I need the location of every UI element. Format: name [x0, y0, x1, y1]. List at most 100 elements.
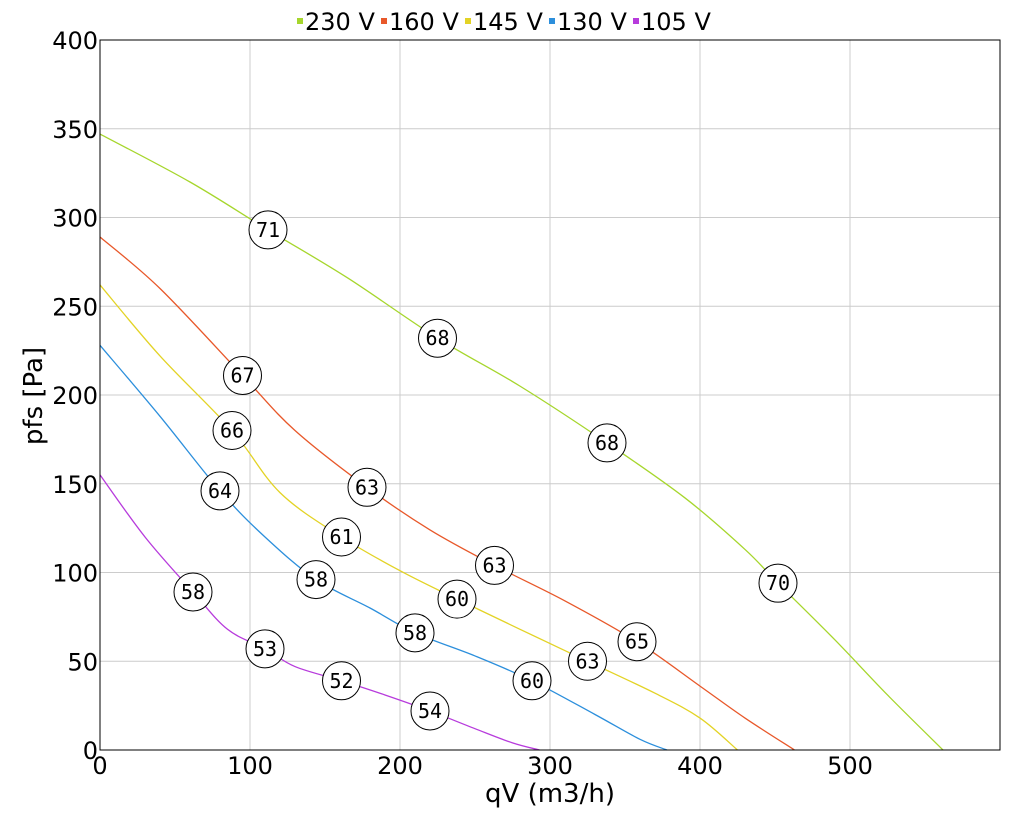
x-axis-title: qV (m3/h): [485, 779, 615, 809]
point-label-circle: [437, 579, 477, 619]
series-line-2: [99, 284, 738, 751]
point-label-circle: [296, 560, 336, 600]
point-label-text: 60: [520, 669, 544, 693]
y-axis-ticks: 0 50 100 150 200 250 300 350 400: [52, 27, 98, 765]
point-label: 64: [200, 471, 240, 511]
legend-label: 160 V: [389, 8, 459, 36]
point-label: 68: [418, 318, 457, 358]
point-labels: 71 68 68 70 67 63 63 65 66 61 60 63 64 58 58 60 58 53 52 54: [173, 210, 798, 731]
point-label-text: 58: [181, 580, 205, 604]
legend-swatch: [549, 18, 555, 24]
series-line-4: [99, 474, 540, 751]
y-tick-label: 0: [83, 737, 98, 765]
point-label: 61: [322, 517, 361, 557]
x-tick-label: 0: [92, 752, 107, 780]
y-axis-title: pfs [Pa]: [19, 347, 49, 445]
point-label-text: 70: [766, 571, 790, 595]
point-label-text: 63: [575, 649, 599, 673]
point-label-text: 64: [208, 479, 232, 503]
point-label-circle: [322, 517, 361, 557]
point-label-text: 61: [329, 525, 353, 549]
point-label: 67: [223, 355, 262, 395]
legend-item: 105 V: [633, 8, 711, 36]
point-label-text: 58: [403, 621, 427, 645]
point-label: 63: [347, 467, 387, 507]
point-label: 60: [437, 579, 477, 619]
legend-label: 145 V: [473, 8, 543, 36]
legend-swatch: [297, 18, 303, 24]
point-label: 70: [758, 563, 798, 603]
point-label: 65: [617, 622, 657, 662]
legend-swatch: [633, 18, 639, 24]
series-line-1: [99, 236, 795, 751]
point-label: 54: [410, 691, 450, 731]
y-tick-label: 200: [52, 382, 98, 410]
x-tick-label: 100: [227, 752, 273, 780]
plot-border: [99, 39, 1001, 751]
legend-label: 230 V: [305, 8, 375, 36]
point-label-circle: [617, 622, 657, 662]
y-tick-label: 50: [67, 648, 98, 676]
grid: [99, 39, 1000, 751]
point-label-circle: [212, 411, 252, 450]
point-label: 52: [322, 661, 361, 701]
point-label-circle: [173, 572, 213, 612]
point-label-circle: [322, 661, 361, 701]
point-label-text: 52: [329, 669, 353, 693]
y-tick-label: 350: [52, 116, 98, 144]
y-tick-label: 100: [52, 560, 98, 588]
point-label: 68: [587, 423, 627, 463]
legend-item: 230 V: [297, 8, 375, 36]
legend-item: 130 V: [549, 8, 627, 36]
point-label: 53: [245, 629, 285, 669]
point-label: 63: [475, 545, 514, 585]
point-label-text: 58: [304, 568, 328, 592]
point-label-text: 65: [625, 630, 649, 654]
point-label-text: 71: [256, 218, 280, 242]
point-label: 58: [395, 613, 435, 653]
point-label: 71: [248, 210, 288, 250]
point-label: 63: [568, 641, 607, 681]
legend-item: 145 V: [465, 8, 543, 36]
legend-item: 160 V: [381, 8, 459, 36]
point-label-text: 54: [418, 699, 442, 723]
legend-swatch: [465, 18, 471, 24]
point-label-circle: [223, 355, 262, 395]
series-line-3: [99, 344, 668, 751]
legend-label: 130 V: [557, 8, 627, 36]
x-tick-label: 200: [377, 752, 423, 780]
point-label-text: 60: [445, 587, 469, 611]
point-label-circle: [512, 661, 552, 701]
point-label-text: 66: [220, 419, 244, 443]
legend-swatch: [381, 18, 387, 24]
point-label-circle: [347, 467, 387, 507]
x-tick-label: 500: [827, 752, 873, 780]
legend: 230 V 160 V 145 V 130 V 105 V: [297, 8, 711, 36]
point-label-circle: [475, 545, 514, 585]
point-label-circle: [587, 423, 627, 463]
point-label-circle: [758, 563, 798, 603]
point-label-circle: [245, 629, 285, 669]
x-axis-ticks: 0 100 200 300 400 500: [92, 752, 873, 780]
point-label-text: 68: [425, 326, 449, 350]
point-label-circle: [248, 210, 288, 250]
point-label-text: 63: [355, 475, 379, 499]
point-label-text: 63: [482, 553, 506, 577]
y-tick-label: 300: [52, 205, 98, 233]
point-label-text: 68: [595, 431, 619, 455]
point-label-circle: [418, 318, 457, 358]
plot-frame: [99, 39, 1001, 751]
point-label-circle: [410, 691, 450, 731]
y-tick-label: 150: [52, 471, 98, 499]
point-label: 58: [296, 560, 336, 600]
point-label: 58: [173, 572, 213, 612]
legend-label: 105 V: [641, 8, 711, 36]
x-tick-label: 300: [527, 752, 573, 780]
point-label-circle: [200, 471, 240, 511]
y-tick-label: 250: [52, 293, 98, 321]
point-label-text: 53: [253, 637, 277, 661]
point-label-circle: [568, 641, 607, 681]
point-label: 60: [512, 661, 552, 701]
y-tick-label: 400: [52, 27, 98, 55]
